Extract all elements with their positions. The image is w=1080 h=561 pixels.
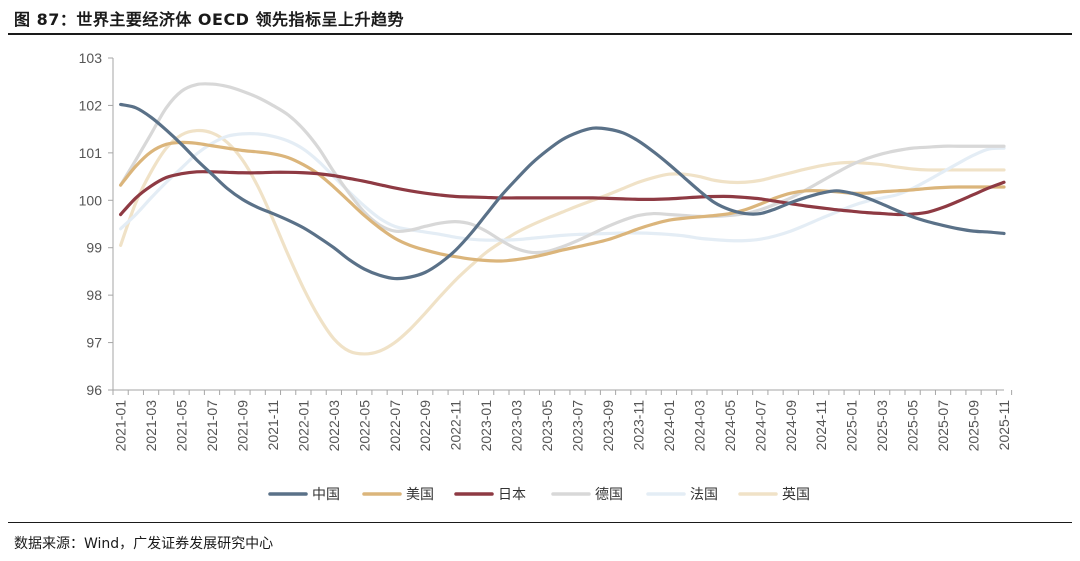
x-tick-label: 2023-01 — [478, 400, 494, 452]
x-tick-label: 2022-07 — [387, 400, 403, 452]
x-tick-label: 2025-05 — [905, 400, 921, 452]
x-tick-label: 2025-03 — [874, 400, 890, 452]
legend-label: 日本 — [498, 487, 526, 503]
y-tick-label: 99 — [86, 240, 102, 256]
y-tick-label: 101 — [79, 145, 103, 161]
legend-label: 德国 — [595, 487, 623, 503]
x-tick-label: 2021-01 — [113, 400, 129, 452]
x-tick-label: 2025-11 — [996, 400, 1012, 451]
y-tick-label: 96 — [86, 382, 102, 398]
x-tick-label: 2022-01 — [295, 400, 311, 452]
x-tick-label: 2024-11 — [813, 400, 829, 451]
x-tick-label: 2021-09 — [234, 400, 250, 452]
x-tick-label: 2024-09 — [783, 400, 799, 452]
x-tick-label: 2023-11 — [630, 400, 646, 451]
figure-title: 图 87：世界主要经济体 OECD 领先指标呈上升趋势 — [14, 10, 405, 29]
source-rule — [8, 522, 1072, 523]
legend-label: 法国 — [690, 487, 718, 503]
series-line — [119, 128, 1006, 356]
legend-label: 中国 — [312, 487, 340, 503]
series-line — [119, 102, 1006, 281]
x-tick-label: 2022-09 — [417, 400, 433, 452]
x-tick-label: 2021-11 — [265, 400, 281, 451]
x-tick-label: 2021-07 — [204, 400, 220, 452]
y-tick-label: 98 — [86, 287, 102, 303]
x-tick-label: 2023-09 — [600, 400, 616, 452]
x-tick-label: 2024-01 — [661, 400, 677, 452]
x-tick-label: 2023-03 — [509, 400, 525, 452]
x-tick-label: 2025-09 — [966, 400, 982, 452]
x-tick-label: 2024-07 — [752, 400, 768, 452]
x-tick-label: 2023-05 — [539, 400, 555, 452]
x-tick-label: 2021-05 — [174, 400, 190, 452]
x-tick-label: 2025-01 — [844, 400, 860, 452]
y-tick-label: 100 — [79, 192, 103, 208]
x-tick-label: 2022-05 — [356, 400, 372, 452]
legend-label: 英国 — [782, 486, 810, 503]
title-rule — [8, 33, 1072, 35]
legend-label: 美国 — [406, 487, 434, 503]
y-tick-label: 97 — [86, 335, 102, 351]
x-tick-label: 2024-05 — [722, 400, 738, 452]
series-line — [119, 131, 1006, 243]
axes: 96 97 98 99 100 101 102 103 2021-01 2021-03 2021-0… — [79, 50, 1013, 452]
y-tick-label: 103 — [79, 50, 103, 66]
x-tick-label: 2022-03 — [326, 400, 342, 452]
x-tick-label: 2022-11 — [448, 400, 464, 451]
series-lines — [119, 82, 1006, 356]
x-tick-label: 2021-03 — [143, 400, 159, 452]
x-tick-label: 2023-07 — [570, 400, 586, 452]
series-line — [119, 82, 1006, 255]
source-note: 数据来源：Wind，广发证券发展研究中心 — [14, 536, 274, 552]
series-line — [119, 170, 1006, 217]
x-tick-label: 2024-03 — [691, 400, 707, 452]
y-tick-label: 102 — [79, 97, 103, 113]
x-tick-label: 2025-07 — [935, 400, 951, 452]
legend: 中国 美国 日本 德国 法国 英国 — [268, 486, 810, 503]
